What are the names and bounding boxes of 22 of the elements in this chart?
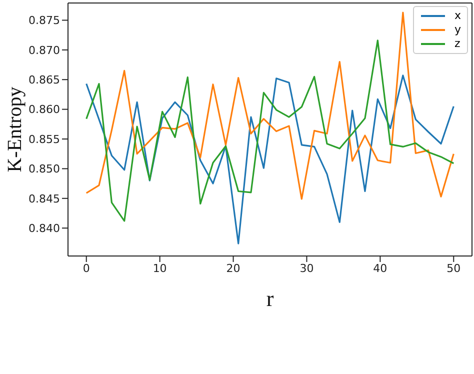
y-tick-label: 0.855 xyxy=(28,132,60,146)
y-tick-label: 0.870 xyxy=(28,44,60,57)
y-axis-title: K-Entropy xyxy=(4,86,26,172)
y-tick-label: 0.850 xyxy=(28,162,60,176)
x-tick-label: 40 xyxy=(373,262,388,275)
line-series xyxy=(86,12,454,200)
legend-label: x xyxy=(454,9,461,22)
line-series xyxy=(86,40,454,222)
y-tick-label: 0.875 xyxy=(28,14,60,28)
legend-label: z xyxy=(454,37,460,50)
x-axis-title: r xyxy=(266,286,274,311)
x-tick-label: 50 xyxy=(446,262,461,275)
legend-label: y xyxy=(454,23,461,36)
x-tick-label: 10 xyxy=(152,262,167,275)
x-tick-label: 20 xyxy=(226,262,240,275)
y-tick-label: 0.860 xyxy=(28,103,60,116)
y-tick-label: 0.840 xyxy=(28,222,60,235)
x-tick-label: 30 xyxy=(300,262,314,275)
y-tick-label: 0.865 xyxy=(28,74,60,87)
line-series xyxy=(86,74,454,244)
x-tick-label: 0 xyxy=(82,262,90,275)
y-tick-label: 0.845 xyxy=(28,192,60,206)
